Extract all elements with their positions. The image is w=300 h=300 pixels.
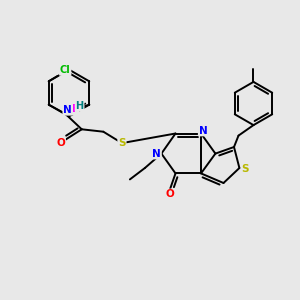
Text: N: N (63, 105, 72, 115)
Text: Cl: Cl (60, 65, 70, 75)
Text: S: S (242, 164, 249, 175)
Text: N: N (199, 125, 208, 136)
Text: N: N (152, 148, 161, 159)
Text: F: F (72, 104, 79, 114)
Text: S: S (118, 138, 126, 148)
Text: O: O (56, 138, 65, 148)
Text: O: O (166, 189, 175, 200)
Text: H: H (76, 100, 84, 111)
